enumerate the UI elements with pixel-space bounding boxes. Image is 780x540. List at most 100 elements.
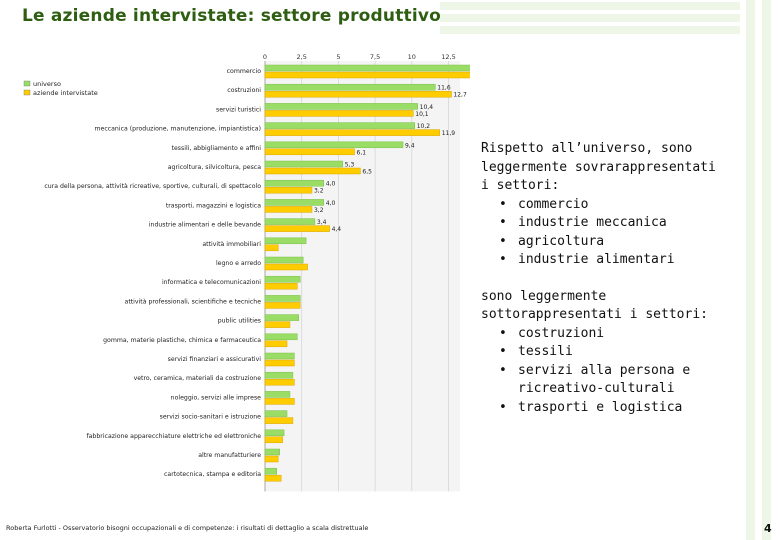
over-item: • industrie alimentari: [499, 252, 675, 267]
category-label: public utilities: [218, 318, 261, 325]
data-label: 12,7: [453, 92, 467, 99]
bar: [264, 186, 313, 194]
bar: [264, 391, 291, 398]
decorative-stripes-top: [440, 0, 740, 40]
bar: [264, 148, 355, 156]
category-label: informatica e telecomunicazioni: [162, 279, 261, 286]
bar: [264, 398, 295, 405]
bar: [264, 378, 295, 386]
bar: [264, 359, 295, 367]
category-label: commercio: [227, 68, 262, 75]
bar: [264, 314, 300, 321]
x-tick-label: 12,5: [441, 53, 455, 61]
bar: [264, 275, 301, 283]
data-label: 10,1: [415, 111, 429, 118]
x-tick-label: 7,5: [370, 53, 380, 61]
bar: [264, 179, 324, 187]
category-label: fabbricazione apparecchiature elettriche…: [86, 433, 261, 440]
bar: [264, 263, 308, 271]
category-label: servizi finanziari e assicurativi: [168, 356, 262, 363]
data-label: 4,0: [326, 200, 336, 207]
callout-intro-under: sono leggermente sottorappresentati i se…: [481, 288, 708, 323]
bar: [264, 129, 440, 136]
data-label: 6,5: [362, 169, 372, 176]
data-label: 5,3: [345, 162, 355, 169]
bar: [264, 417, 294, 424]
bar: [264, 340, 288, 348]
bar: [264, 199, 324, 206]
data-label: 3,2: [314, 207, 324, 214]
category-label: vetro, ceramica, materiali da costruzion…: [134, 375, 262, 382]
under-list: • costruzioni • tessili • servizi alla pers…: [481, 325, 731, 418]
bar: [264, 256, 304, 264]
category-label: meccanica (produzione, manutenzione, imp…: [95, 126, 262, 133]
category-label: industrie alimentari e delle bevande: [149, 222, 261, 229]
x-tick-label: 0: [263, 53, 267, 61]
bar: [264, 295, 301, 302]
legend-label: aziende intervistate: [33, 89, 98, 97]
category-label: trasporti, magazzini e logistica: [166, 202, 261, 209]
data-label: 10,2: [417, 123, 431, 130]
over-list: • commercio • industrie meccanica • agricol…: [481, 196, 731, 270]
under-item: • tessili: [499, 344, 573, 359]
legend-swatch: [23, 80, 31, 87]
bar: [264, 333, 298, 341]
category-label: noleggio, servizi alle imprese: [171, 394, 262, 401]
bar: [264, 244, 279, 252]
category-label: servizi socio-sanitari e istruzione: [160, 414, 262, 421]
x-tick-label: 10: [408, 53, 416, 61]
under-item: • servizi alla persona e ricreativo-cultu…: [499, 362, 691, 397]
over-item: • agricoltura: [499, 233, 605, 249]
category-label: costruzioni: [227, 87, 261, 94]
bar: [264, 71, 602, 79]
legend-label: universo: [33, 80, 61, 88]
legend-swatch: [23, 89, 31, 96]
category-label: agricoltura, silvicoltura, pesca: [168, 164, 261, 171]
page-title: Le aziende intervistate: settore produtt…: [22, 6, 442, 26]
decorative-stripes-right: [740, 0, 780, 540]
bar: [264, 282, 298, 290]
category-label: cura della persona, attività ricreative,…: [44, 182, 261, 190]
callout-text: Rispetto all’universo, sono leggermente …: [481, 140, 731, 417]
bar: [264, 122, 415, 129]
x-tick-label: 5: [336, 53, 340, 61]
bar: [264, 160, 344, 168]
category-label: legno e arredo: [216, 260, 261, 267]
data-label: 4,4: [332, 226, 342, 233]
bar: [264, 321, 291, 328]
bar: [264, 352, 295, 360]
category-label: servizi turistici: [216, 106, 261, 113]
bar: [264, 467, 277, 475]
data-label: 3,4: [317, 219, 327, 226]
bar: [264, 141, 404, 149]
bar: [264, 225, 330, 232]
bar: [264, 103, 418, 110]
under-item: • costruzioni: [499, 325, 605, 341]
data-label: 11,6: [437, 85, 451, 92]
category-label: attività immobiliari: [202, 240, 261, 248]
data-label: 4,0: [326, 181, 336, 188]
bar: [264, 237, 307, 245]
category-label: gomma, materie plastiche, chimica e farm…: [103, 337, 261, 344]
footer-credit: Roberta Furlotti - Osservatorio bisogni …: [6, 524, 369, 532]
bar: [264, 83, 436, 91]
bar: [264, 429, 285, 437]
over-item: • commercio: [499, 196, 589, 212]
x-tick-label: 2,5: [297, 53, 307, 61]
under-item: • trasporti e logistica: [499, 399, 683, 415]
over-item: • industrie meccanica: [499, 215, 667, 230]
bar: [264, 448, 280, 456]
data-label: 6,1: [357, 149, 367, 156]
data-label: 11,9: [442, 130, 456, 137]
bar: [264, 64, 552, 72]
bar: [264, 218, 316, 225]
bar: [264, 302, 301, 309]
category-label: cartotecnica, stampa e editoria: [164, 471, 261, 478]
bar: [264, 90, 452, 98]
bar: [264, 455, 279, 463]
category-label: altre manufatturiere: [198, 452, 261, 459]
bar: [264, 436, 283, 444]
bar-chart: 02,557,51012,51517,52022,525universoazie…: [0, 45, 636, 500]
bar: [264, 371, 294, 379]
page-number: 4: [764, 522, 772, 535]
